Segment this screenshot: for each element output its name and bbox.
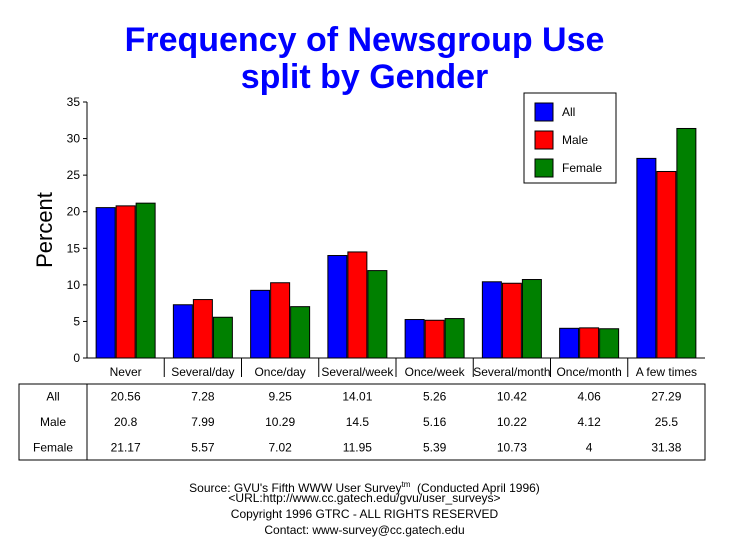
- bar-male: [347, 251, 368, 359]
- y-tick-label: 5: [73, 314, 80, 328]
- bar-male: [424, 319, 445, 359]
- table-cell: 10.22: [497, 415, 527, 429]
- table-cell: 7.28: [191, 390, 215, 404]
- y-tick-label: 0: [73, 351, 80, 365]
- table-row-label-female: Female: [33, 440, 73, 454]
- y-tick-label: 15: [67, 241, 81, 255]
- table-row-label-all: All: [46, 390, 59, 404]
- bar-female: [521, 279, 542, 359]
- table-cell: 25.5: [655, 415, 679, 429]
- table-row-label-male: Male: [40, 415, 66, 429]
- table-cell: 5.26: [423, 390, 447, 404]
- table-cell: 7.99: [191, 415, 215, 429]
- bar-all: [559, 327, 580, 359]
- x-tick-label: Once/day: [254, 365, 305, 379]
- bar-all: [172, 304, 193, 359]
- legend-label-female: Female: [562, 161, 602, 175]
- bar-male: [192, 299, 213, 359]
- bar-female: [290, 306, 311, 359]
- table-cell: 5.57: [191, 440, 215, 454]
- table-cell: 9.25: [268, 390, 292, 404]
- x-tick-label: Several/week: [321, 365, 394, 379]
- x-tick-label: Several/month: [473, 365, 550, 379]
- legend-label-all: All: [562, 105, 575, 119]
- x-tick-label: Once/month: [556, 365, 621, 379]
- footer-source-date: (Conducted April 1996): [410, 481, 540, 495]
- chart-title-line2: split by Gender: [240, 58, 489, 96]
- y-tick-label: 20: [67, 205, 81, 219]
- table-cell: 10.42: [497, 390, 527, 404]
- bar-male: [115, 205, 136, 359]
- table-cell: 20.56: [111, 390, 141, 404]
- bar-all: [327, 255, 348, 359]
- footer-copyright: Copyright 1996 GTRC - ALL RIGHTS RESERVE…: [230, 507, 499, 521]
- table-cell: 14.01: [342, 390, 372, 404]
- footer-source: Source: GVU's Fifth WWW User Surveytm (C…: [0, 477, 729, 496]
- footer-contact: Contact: www-survey@cc.gatech.edu: [264, 523, 465, 537]
- y-tick-label: 10: [67, 278, 81, 292]
- y-tick-label: 35: [67, 95, 81, 109]
- y-tick-label: 30: [67, 132, 81, 146]
- table-cell: 31.38: [651, 440, 681, 454]
- bar-all: [404, 319, 425, 359]
- bar-female: [212, 316, 233, 359]
- table-cell: 27.29: [651, 390, 681, 404]
- legend-label-male: Male: [562, 133, 588, 147]
- bar-female: [135, 202, 156, 359]
- table-cell: 11.95: [343, 440, 372, 454]
- y-axis-title: Percent: [32, 192, 57, 268]
- bar-all: [95, 207, 116, 359]
- footer-source-sup: tm: [401, 480, 411, 489]
- bar-female: [599, 328, 620, 359]
- table-cell: 21.17: [111, 440, 141, 454]
- table-cell: 4.12: [577, 415, 601, 429]
- table-cell: 10.29: [265, 415, 295, 429]
- bar-male: [579, 327, 600, 359]
- bar-female: [367, 270, 388, 359]
- table-cell: 5.16: [423, 415, 447, 429]
- bar-male: [656, 170, 677, 359]
- chart-title-line1: Frequency of Newsgroup Use: [124, 21, 605, 59]
- x-tick-label: Never: [110, 365, 142, 379]
- bar-all: [481, 281, 502, 359]
- bar-all: [250, 289, 271, 359]
- table-cell: 10.73: [497, 440, 527, 454]
- bar-female: [444, 318, 465, 359]
- table-cell: 5.39: [423, 440, 447, 454]
- table-cell: 7.02: [268, 440, 292, 454]
- bar-male: [270, 282, 291, 359]
- legend-swatch-all: [534, 102, 554, 122]
- legend-swatch-female: [534, 158, 554, 178]
- table-cell: 4.06: [577, 390, 601, 404]
- bar-male: [501, 282, 522, 359]
- bar-all: [636, 157, 657, 359]
- x-tick-label: Once/week: [405, 365, 466, 379]
- x-tick-label: Several/day: [171, 365, 234, 379]
- table-cell: 20.8: [114, 415, 138, 429]
- table-cell: 14.5: [346, 415, 370, 429]
- x-tick-label: A few times: [636, 365, 697, 379]
- data-table-border: [18, 383, 706, 461]
- table-cell: 4: [586, 440, 593, 454]
- footer-source-text: Source: GVU's Fifth WWW User Survey: [189, 481, 402, 495]
- bar-female: [676, 127, 697, 359]
- y-tick-label: 25: [67, 168, 81, 182]
- legend-swatch-male: [534, 130, 554, 150]
- footer-url: <URL:http://www.cc.gatech.edu/gvu/user_s…: [228, 491, 501, 505]
